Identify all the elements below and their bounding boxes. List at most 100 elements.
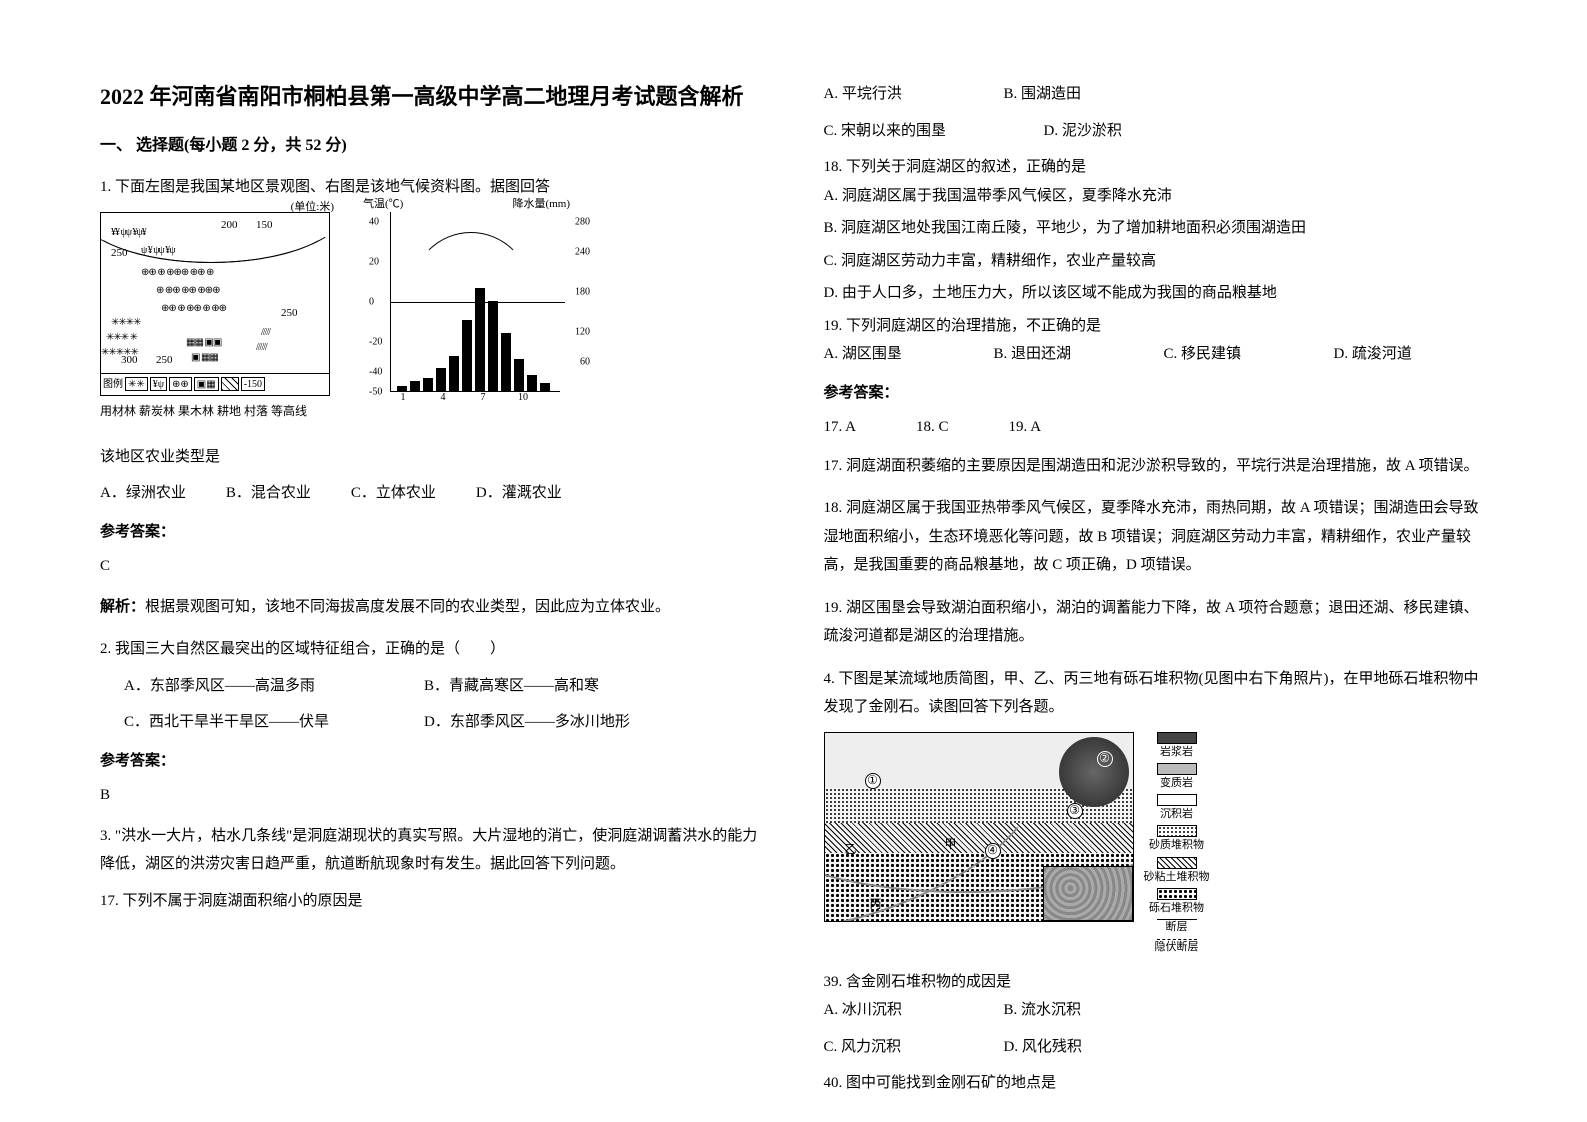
legend-prefix: 图例 — [103, 375, 123, 394]
contour-250b: 250 — [281, 303, 298, 324]
geo-point-4: ④ — [985, 843, 1001, 859]
q2-opt-d: D．东部季风区——多冰川地形 — [424, 708, 630, 737]
ans-17: 17. A — [824, 413, 857, 442]
q3-answers: 17. A 18. C 19. A — [824, 413, 1488, 442]
section-1-heading: 一、 选择题(每小题 2 分，共 52 分) — [100, 131, 764, 161]
p-tick: 60 — [580, 352, 590, 371]
q1-opt-a: A．绿洲农业 — [100, 479, 186, 508]
precip-bar — [540, 383, 550, 391]
lg-magma: 岩浆岩 — [1160, 745, 1193, 759]
geology-legend: 岩浆岩 变质岩 沉积岩 砂质堆积物 砂粘土堆积物 砾石堆积物 断层 隐伏断层 — [1142, 732, 1212, 958]
label-jia: 甲 — [945, 833, 957, 856]
precip-bar — [514, 359, 524, 391]
geology-map: ① ② ③ ④ 甲 乙 丙 — [824, 732, 1134, 922]
q18-opt-c: C. 洞庭湖区劳动力丰富，精耕细作，农业产量较高 — [824, 247, 1488, 276]
q1-exp-label: 解析： — [100, 599, 145, 615]
q17-opt-d: D. 泥沙淤积 — [1044, 117, 1122, 146]
map-body: 200 150 250 250 300 250 ¥¥ ψψ ¥ψ¥ ψ ¥ ψψ… — [101, 213, 329, 373]
q19-opt-d: D. 疏浚河道 — [1334, 340, 1412, 369]
contour-250c: 250 — [156, 350, 173, 371]
q19-opt-c: C. 移民建镇 — [1164, 340, 1294, 369]
q17-opt-a: A. 平垸行洪 — [824, 80, 964, 109]
lg-fault: 断层 — [1166, 920, 1188, 934]
precip-bar — [423, 378, 433, 391]
q40-stem: 40. 图中可能找到金刚石矿的地点是 — [824, 1069, 1488, 1098]
precip-bar — [410, 381, 420, 391]
q19-opt-b: B. 退田还湖 — [994, 340, 1124, 369]
q2-options-row1: A．东部季风区——高温多雨 B．青藏高寒区——高和寒 — [100, 672, 764, 701]
question-4: 4. 下图是某流域地质简图，甲、乙、丙三地有砾石堆积物(见图中右下角照片)，在甲… — [824, 665, 1488, 1098]
map-caption: 用材林 薪炭林 果木林 耕地 村落 等高线 — [100, 400, 330, 423]
precip-bar — [397, 386, 407, 391]
q17-stem: 17. 下列不属于洞庭湖面积缩小的原因是 — [100, 887, 764, 916]
landscape-map: (单位:米) 200 150 250 250 300 250 ¥¥ ψψ ¥ψ¥ — [100, 212, 330, 396]
exp-18: 18. 洞庭湖区属于我国亚热带季风气候区，夏季降水充沛，雨热同期，故 A 项错误… — [824, 494, 1488, 580]
q1-opt-d: D．灌溉农业 — [476, 479, 562, 508]
contour-200: 200 — [221, 215, 238, 236]
precip-bar — [436, 368, 446, 391]
exp-19: 19. 湖区围垦会导致湖泊面积缩小，湖泊的调蓄能力下降，故 A 项符合题意；退田… — [824, 594, 1488, 651]
q2-opt-a: A．东部季风区——高温多雨 — [124, 672, 384, 701]
t-tick: 20 — [369, 252, 379, 271]
q1-options: A．绿洲农业 B．混合农业 C．立体农业 D．灌溉农业 — [100, 479, 764, 508]
t-tick: -40 — [369, 362, 382, 381]
p-tick: 280 — [575, 212, 590, 231]
label-yi: 乙 — [845, 838, 857, 861]
q1-figures: (单位:米) 200 150 250 250 300 250 ¥¥ ψψ ¥ψ¥ — [100, 212, 764, 423]
q39-opt-c: C. 风力沉积 — [824, 1033, 964, 1062]
ans-19: 19. A — [1009, 413, 1042, 442]
q18-opt-b: B. 洞庭湖区地处我国江南丘陵，平地少，为了增加耕地面积必须围湖造田 — [824, 214, 1488, 243]
q4-stem: 4. 下图是某流域地质简图，甲、乙、丙三地有砾石堆积物(见图中右下角照片)，在甲… — [824, 665, 1488, 722]
q17-opt-b: B. 围湖造田 — [1004, 80, 1082, 109]
precip-axis-label: 降水量(mm) — [513, 194, 570, 215]
lg-sand: 砂质堆积物 — [1149, 838, 1204, 852]
exp-17: 17. 洞庭湖面积萎缩的主要原因是围湖造田和泥沙淤积导致的，平垸行洪是治理措施，… — [824, 452, 1488, 481]
q1-ans: C — [100, 552, 764, 581]
q1-sub: 该地区农业类型是 — [100, 443, 764, 472]
legend-n150: -150 — [241, 377, 265, 391]
climate-axes: 气温(℃) 降水量(mm) 40 20 0 -20 -40 -50 280 24… — [390, 212, 560, 392]
label-bing: 丙 — [870, 893, 882, 916]
left-column: 2022 年河南省南阳市桐柏县第一高级中学高二地理月考试题含解析 一、 选择题(… — [100, 80, 764, 1082]
q39-opt-d: D. 风化残积 — [1004, 1033, 1082, 1062]
q1-opt-c: C．立体农业 — [351, 479, 436, 508]
p-tick: 180 — [575, 282, 590, 301]
lg-meta: 变质岩 — [1160, 776, 1193, 790]
q18-stem: 18. 下列关于洞庭湖区的叙述，正确的是 — [824, 153, 1488, 182]
q2-opt-b: B．青藏高寒区——高和寒 — [424, 672, 599, 701]
doc-title: 2022 年河南省南阳市桐柏县第一高级中学高二地理月考试题含解析 — [100, 80, 764, 113]
q3-intro: 3. "洪水一大片，枯水几条线"是洞庭湖现状的真实写照。大片湿地的消亡，使洞庭湖… — [100, 822, 764, 879]
precip-bar — [462, 320, 472, 391]
geo-point-2: ② — [1097, 751, 1113, 767]
q39-opt-b: B. 流水沉积 — [1004, 996, 1082, 1025]
t-tick: 0 — [369, 292, 374, 311]
q39-opt-a: A. 冰川沉积 — [824, 996, 964, 1025]
geomap-wrap: ① ② ③ ④ 甲 乙 丙 岩浆岩 变质岩 沉积岩 砂质堆积物 砂粘土堆积物 砾… — [824, 732, 1488, 958]
q2-options-row2: C．西北干旱半干旱区——伏旱 D．东部季风区——多冰川地形 — [100, 708, 764, 737]
q17-options-row2: C. 宋朝以来的围垦 D. 泥沙淤积 — [824, 117, 1488, 146]
precip-bar — [527, 375, 537, 391]
ans-18: 18. C — [916, 413, 949, 442]
q18-opt-d: D. 由于人口多，土地压力大，所以该区域不能成为我国的商品粮基地 — [824, 279, 1488, 308]
contour-250a: 250 — [111, 243, 128, 264]
precip-bar — [449, 356, 459, 391]
question-1: 1. 下面左图是我国某地区景观图、右图是该地气候资料图。据图回答 (单位:米) … — [100, 173, 764, 621]
q1-opt-b: B．混合农业 — [226, 479, 311, 508]
t-tick: -20 — [369, 332, 382, 351]
precip-bar — [475, 288, 485, 391]
q2-ans: B — [100, 781, 764, 810]
t-tick: 40 — [369, 212, 379, 231]
q1-ans-label: 参考答案： — [100, 518, 764, 547]
q2-stem: 2. 我国三大自然区最突出的区域特征组合，正确的是（ ） — [100, 635, 764, 664]
climate-chart: 气温(℃) 降水量(mm) 40 20 0 -20 -40 -50 280 24… — [360, 212, 570, 392]
q2-ans-label: 参考答案： — [100, 747, 764, 776]
lg-hfault: 隐伏断层 — [1155, 940, 1199, 954]
t-tick: -50 — [369, 382, 382, 401]
geo-point-1: ① — [865, 773, 881, 789]
q1-stem: 1. 下面左图是我国某地区景观图、右图是该地气候资料图。据图回答 — [100, 173, 764, 202]
q19-stem: 19. 下列洞庭湖区的治理措施，不正确的是 — [824, 312, 1488, 341]
precip-bar — [488, 301, 498, 391]
q1-explanation: 解析：根据景观图可知，该地不同海拔高度发展不同的农业类型，因此应为立体农业。 — [100, 593, 764, 622]
q1-exp-text: 根据景观图可知，该地不同海拔高度发展不同的农业类型，因此应为立体农业。 — [145, 599, 670, 615]
map-legend-strip: 图例 ✳✳ ¥ψ ⊕⊕ ▣▦ -150 — [101, 373, 329, 395]
